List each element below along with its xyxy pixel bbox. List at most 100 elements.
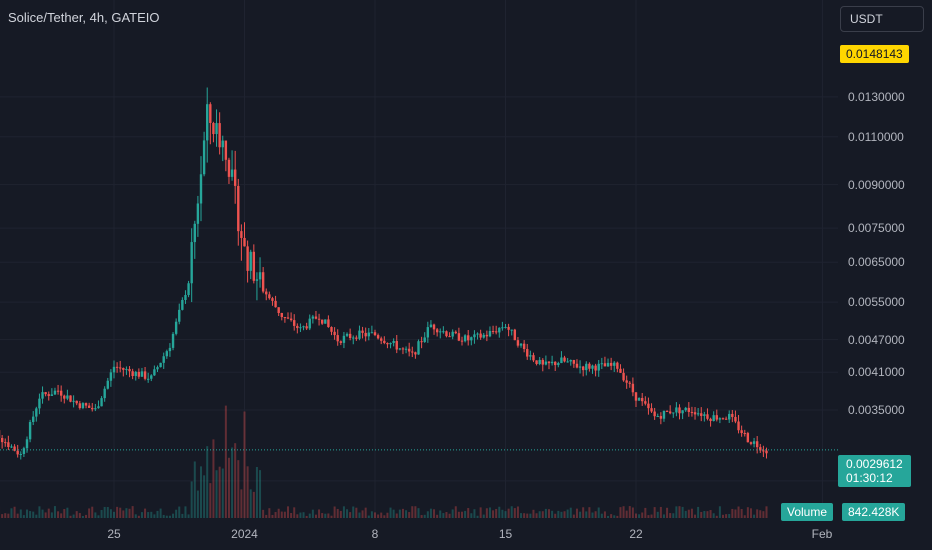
volume-bar bbox=[706, 511, 709, 518]
candle-body bbox=[311, 316, 315, 319]
volume-bar bbox=[249, 489, 252, 518]
candle-body bbox=[308, 318, 311, 329]
volume-bar bbox=[274, 512, 277, 518]
candle-body bbox=[383, 340, 386, 344]
volume-bar bbox=[426, 511, 429, 518]
volume-bar bbox=[579, 511, 582, 518]
candle-body bbox=[106, 380, 109, 389]
candle-body bbox=[414, 352, 417, 355]
volume-bar bbox=[32, 511, 35, 518]
volume-bar bbox=[551, 510, 554, 518]
candle-body bbox=[243, 237, 246, 247]
volume-bar bbox=[137, 515, 140, 518]
volume-bar bbox=[116, 506, 119, 518]
candle-body bbox=[644, 401, 647, 404]
price-tick-label: 0.0041000 bbox=[848, 365, 905, 380]
volume-label-badge: Volume bbox=[781, 503, 834, 521]
candle-body bbox=[690, 411, 694, 413]
volume-bar bbox=[694, 514, 697, 518]
volume-bar bbox=[625, 510, 628, 518]
volume-bar bbox=[532, 509, 535, 518]
time-tick-label: 2024 bbox=[231, 527, 258, 541]
candle-body bbox=[240, 231, 243, 238]
candle-body bbox=[355, 337, 358, 339]
volume-bar bbox=[414, 506, 417, 518]
candle-body bbox=[668, 411, 672, 414]
volume-bar bbox=[227, 457, 230, 518]
candle-body bbox=[286, 317, 290, 319]
volume-bar bbox=[731, 508, 734, 518]
candle-body bbox=[131, 371, 134, 376]
volume-bar bbox=[75, 511, 78, 518]
candle-body bbox=[718, 418, 722, 420]
volume-bar bbox=[594, 511, 597, 518]
candle-body bbox=[168, 347, 172, 352]
volume-bar bbox=[392, 509, 395, 518]
currency-selector[interactable]: USDT bbox=[840, 6, 924, 32]
candle-body bbox=[143, 371, 147, 379]
volume-bar bbox=[16, 513, 19, 518]
volume-bar bbox=[200, 466, 202, 518]
bar-countdown: 01:30:12 bbox=[846, 471, 893, 485]
candle-body bbox=[103, 388, 106, 399]
volume-bar bbox=[616, 515, 619, 518]
candle-body bbox=[650, 408, 653, 412]
candle-body bbox=[320, 319, 324, 324]
volume-bar bbox=[277, 508, 280, 518]
candle-body bbox=[10, 446, 13, 448]
candle-body bbox=[193, 223, 196, 243]
candle-body bbox=[407, 348, 411, 352]
candle-body bbox=[174, 321, 178, 334]
volume-bar bbox=[299, 512, 302, 518]
volume-bar bbox=[507, 508, 510, 518]
candle-body bbox=[230, 169, 234, 177]
candle-body bbox=[184, 295, 187, 300]
volume-bar bbox=[681, 506, 684, 518]
candle-body bbox=[743, 433, 746, 435]
candle-body bbox=[752, 441, 756, 444]
volume-bar bbox=[290, 512, 293, 518]
volume-bar bbox=[613, 515, 616, 518]
candle-body bbox=[755, 441, 759, 448]
volume-bar bbox=[448, 513, 451, 518]
volume-bar bbox=[125, 508, 128, 518]
volume-bar bbox=[582, 507, 585, 518]
candle-body bbox=[233, 169, 237, 186]
candle-body bbox=[277, 307, 280, 313]
volume-bar bbox=[408, 512, 411, 518]
volume-bar bbox=[370, 511, 373, 518]
volume-bar bbox=[572, 514, 575, 518]
volume-value-badge: 842.428K bbox=[842, 503, 906, 521]
volume-bar bbox=[510, 506, 513, 518]
candle-body bbox=[498, 327, 501, 333]
candle-body bbox=[429, 324, 433, 328]
volume-bar bbox=[246, 466, 249, 518]
candle-body bbox=[662, 410, 666, 419]
volume-bar bbox=[666, 507, 669, 518]
candle-body bbox=[681, 410, 684, 414]
volume-bar bbox=[190, 481, 193, 518]
candle-body bbox=[544, 361, 548, 365]
candle-body bbox=[376, 335, 380, 339]
candle-body bbox=[510, 329, 513, 331]
volume-bar bbox=[352, 506, 355, 518]
volume-bar bbox=[122, 510, 125, 518]
volume-bar bbox=[610, 514, 613, 518]
volume-bar bbox=[72, 514, 75, 518]
candle-body bbox=[327, 319, 330, 328]
volume-bar bbox=[644, 507, 647, 518]
candle-body bbox=[4, 442, 7, 444]
volume-bar bbox=[178, 506, 181, 518]
volume-bar bbox=[718, 506, 721, 518]
candle-body bbox=[35, 408, 38, 417]
candle-body bbox=[289, 318, 293, 321]
volume-bar bbox=[461, 511, 463, 518]
volume-bar bbox=[339, 510, 342, 518]
volume-bar bbox=[168, 515, 171, 518]
candle-body bbox=[38, 398, 41, 409]
candle-body bbox=[575, 363, 579, 368]
candle-body bbox=[162, 356, 165, 363]
candle-body bbox=[314, 316, 318, 319]
candle-body bbox=[435, 329, 439, 333]
